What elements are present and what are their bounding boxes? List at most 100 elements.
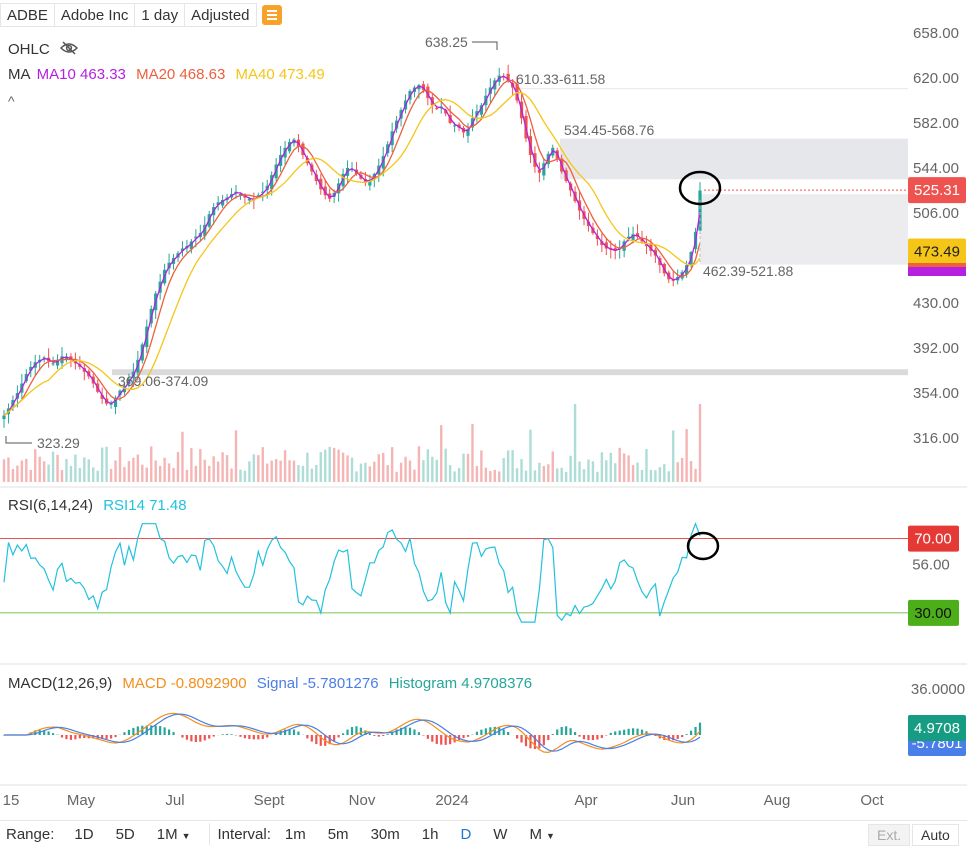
macd-histogram-bar [444,735,447,745]
volume-bar [480,450,483,482]
toolbar-divider [208,823,210,845]
candle-body [604,242,608,249]
volume-bar [51,451,55,482]
collapse-toggle[interactable]: ^ [8,93,15,109]
macd-histogram-bar [257,735,260,740]
volume-bar [631,465,635,482]
candle-body [29,366,33,371]
candle-body [644,244,649,247]
volume-bar [408,460,412,482]
volume-bar [221,452,224,482]
interval-w[interactable]: W [493,825,508,843]
menu-icon[interactable] [261,5,282,25]
volume-bar [440,425,443,482]
macd-histogram-bar [596,735,599,740]
symbol-ticker[interactable]: ADBE [0,3,55,27]
ohlc-legend: OHLC [8,41,78,58]
macd-histogram-bar [578,735,581,737]
x-axis-label: Oct [860,792,884,809]
volume-bar [564,471,568,482]
interval-30m[interactable]: 30m [370,825,400,843]
macd-histogram-bar [524,735,528,747]
volume-bar [605,460,608,482]
volume-bar [319,452,322,482]
volume-bar [292,460,296,482]
macd-histogram-bar [105,735,108,739]
x-axis-label: 2024 [435,792,468,809]
macd-histogram-bar [341,733,345,735]
macd-histogram-bar [123,732,126,735]
price-badge [908,238,966,265]
interval-1m[interactable]: 1m [284,825,306,843]
macd-histogram-bar [221,734,224,735]
ohlc-label[interactable]: OHLC [8,41,50,58]
auto-scale-button[interactable]: Auto [912,824,959,846]
volume-bar [16,465,19,482]
macd-histogram-bar [355,726,358,735]
volume-bar [34,449,37,482]
volume-bar [444,448,447,482]
volume-bar [560,467,563,482]
annotation-gap: 610.33-611.58 [516,71,605,87]
annotation-high: 638.25 [425,34,468,50]
range-1m[interactable]: 1M ▼ [157,826,191,843]
caret-down-icon: ▼ [181,830,191,841]
volume-bar [542,466,546,482]
macd-histogram-bar [431,735,434,742]
candle-body [439,106,443,108]
macd-histogram-bar [440,735,443,745]
symbol-toolbar: ADBE Adobe Inc 1 day Adjusted [0,2,282,28]
volume-bar [547,464,550,482]
macd-histogram-bar [69,735,73,740]
x-axis-label: Apr [574,792,597,809]
macd-histogram-bar [538,735,541,749]
volume-bar [341,452,345,482]
ma10-line [3,75,701,417]
extended-hours-button[interactable]: Ext. [868,824,911,846]
rsi-label[interactable]: RSI(6,14,24) [8,497,94,514]
macd-histogram-bar [350,727,354,735]
highlight-circle [678,170,722,206]
volume-bar [47,464,50,482]
period-selector[interactable]: 1 day [134,3,186,27]
volume-bar [511,450,514,482]
volume-bar [431,456,434,482]
interval-1h[interactable]: 1h [421,825,439,843]
volume-bar [145,467,148,482]
eye-hidden-icon[interactable] [59,41,78,55]
range-5d[interactable]: 5D [115,825,135,843]
range-1d[interactable]: 1D [74,825,94,843]
volume-bar [301,465,305,482]
volume-bar [185,469,189,482]
interval-m[interactable]: M ▼ [529,826,554,843]
macd-histogram-bar [413,729,416,735]
candle-body [537,170,541,173]
macd-histogram-bar [591,735,595,741]
macd-histogram-bar [181,735,184,738]
macd-histogram-bar [194,735,197,743]
macd-label[interactable]: MACD(12,26,9) [8,675,113,692]
candle-body [479,105,483,115]
adjust-selector[interactable]: Adjusted [184,3,257,27]
macd-histogram-bar [203,735,206,741]
macd-histogram-bar [391,731,394,735]
macd-histogram-bar [587,735,590,741]
interval-5m[interactable]: 5m [327,825,349,843]
macd-histogram-bar [141,725,144,735]
volume-bar [105,446,108,482]
macd-histogram-bar [507,732,510,735]
macd-legend: MACD(12,26,9) MACD -0.8092900 Signal -5.… [8,675,538,692]
volume-bar [694,468,697,482]
interval-d[interactable]: D [460,825,472,843]
macd-histogram-bar [150,725,153,735]
macd-histogram-bar [337,735,340,738]
volume-bar [484,467,488,482]
volume-bar [493,469,496,482]
volume-bar [569,455,572,482]
candle-body [444,109,448,114]
ma-label[interactable]: MA [8,66,31,83]
candle-body [55,359,60,366]
volume-bar [208,465,211,482]
